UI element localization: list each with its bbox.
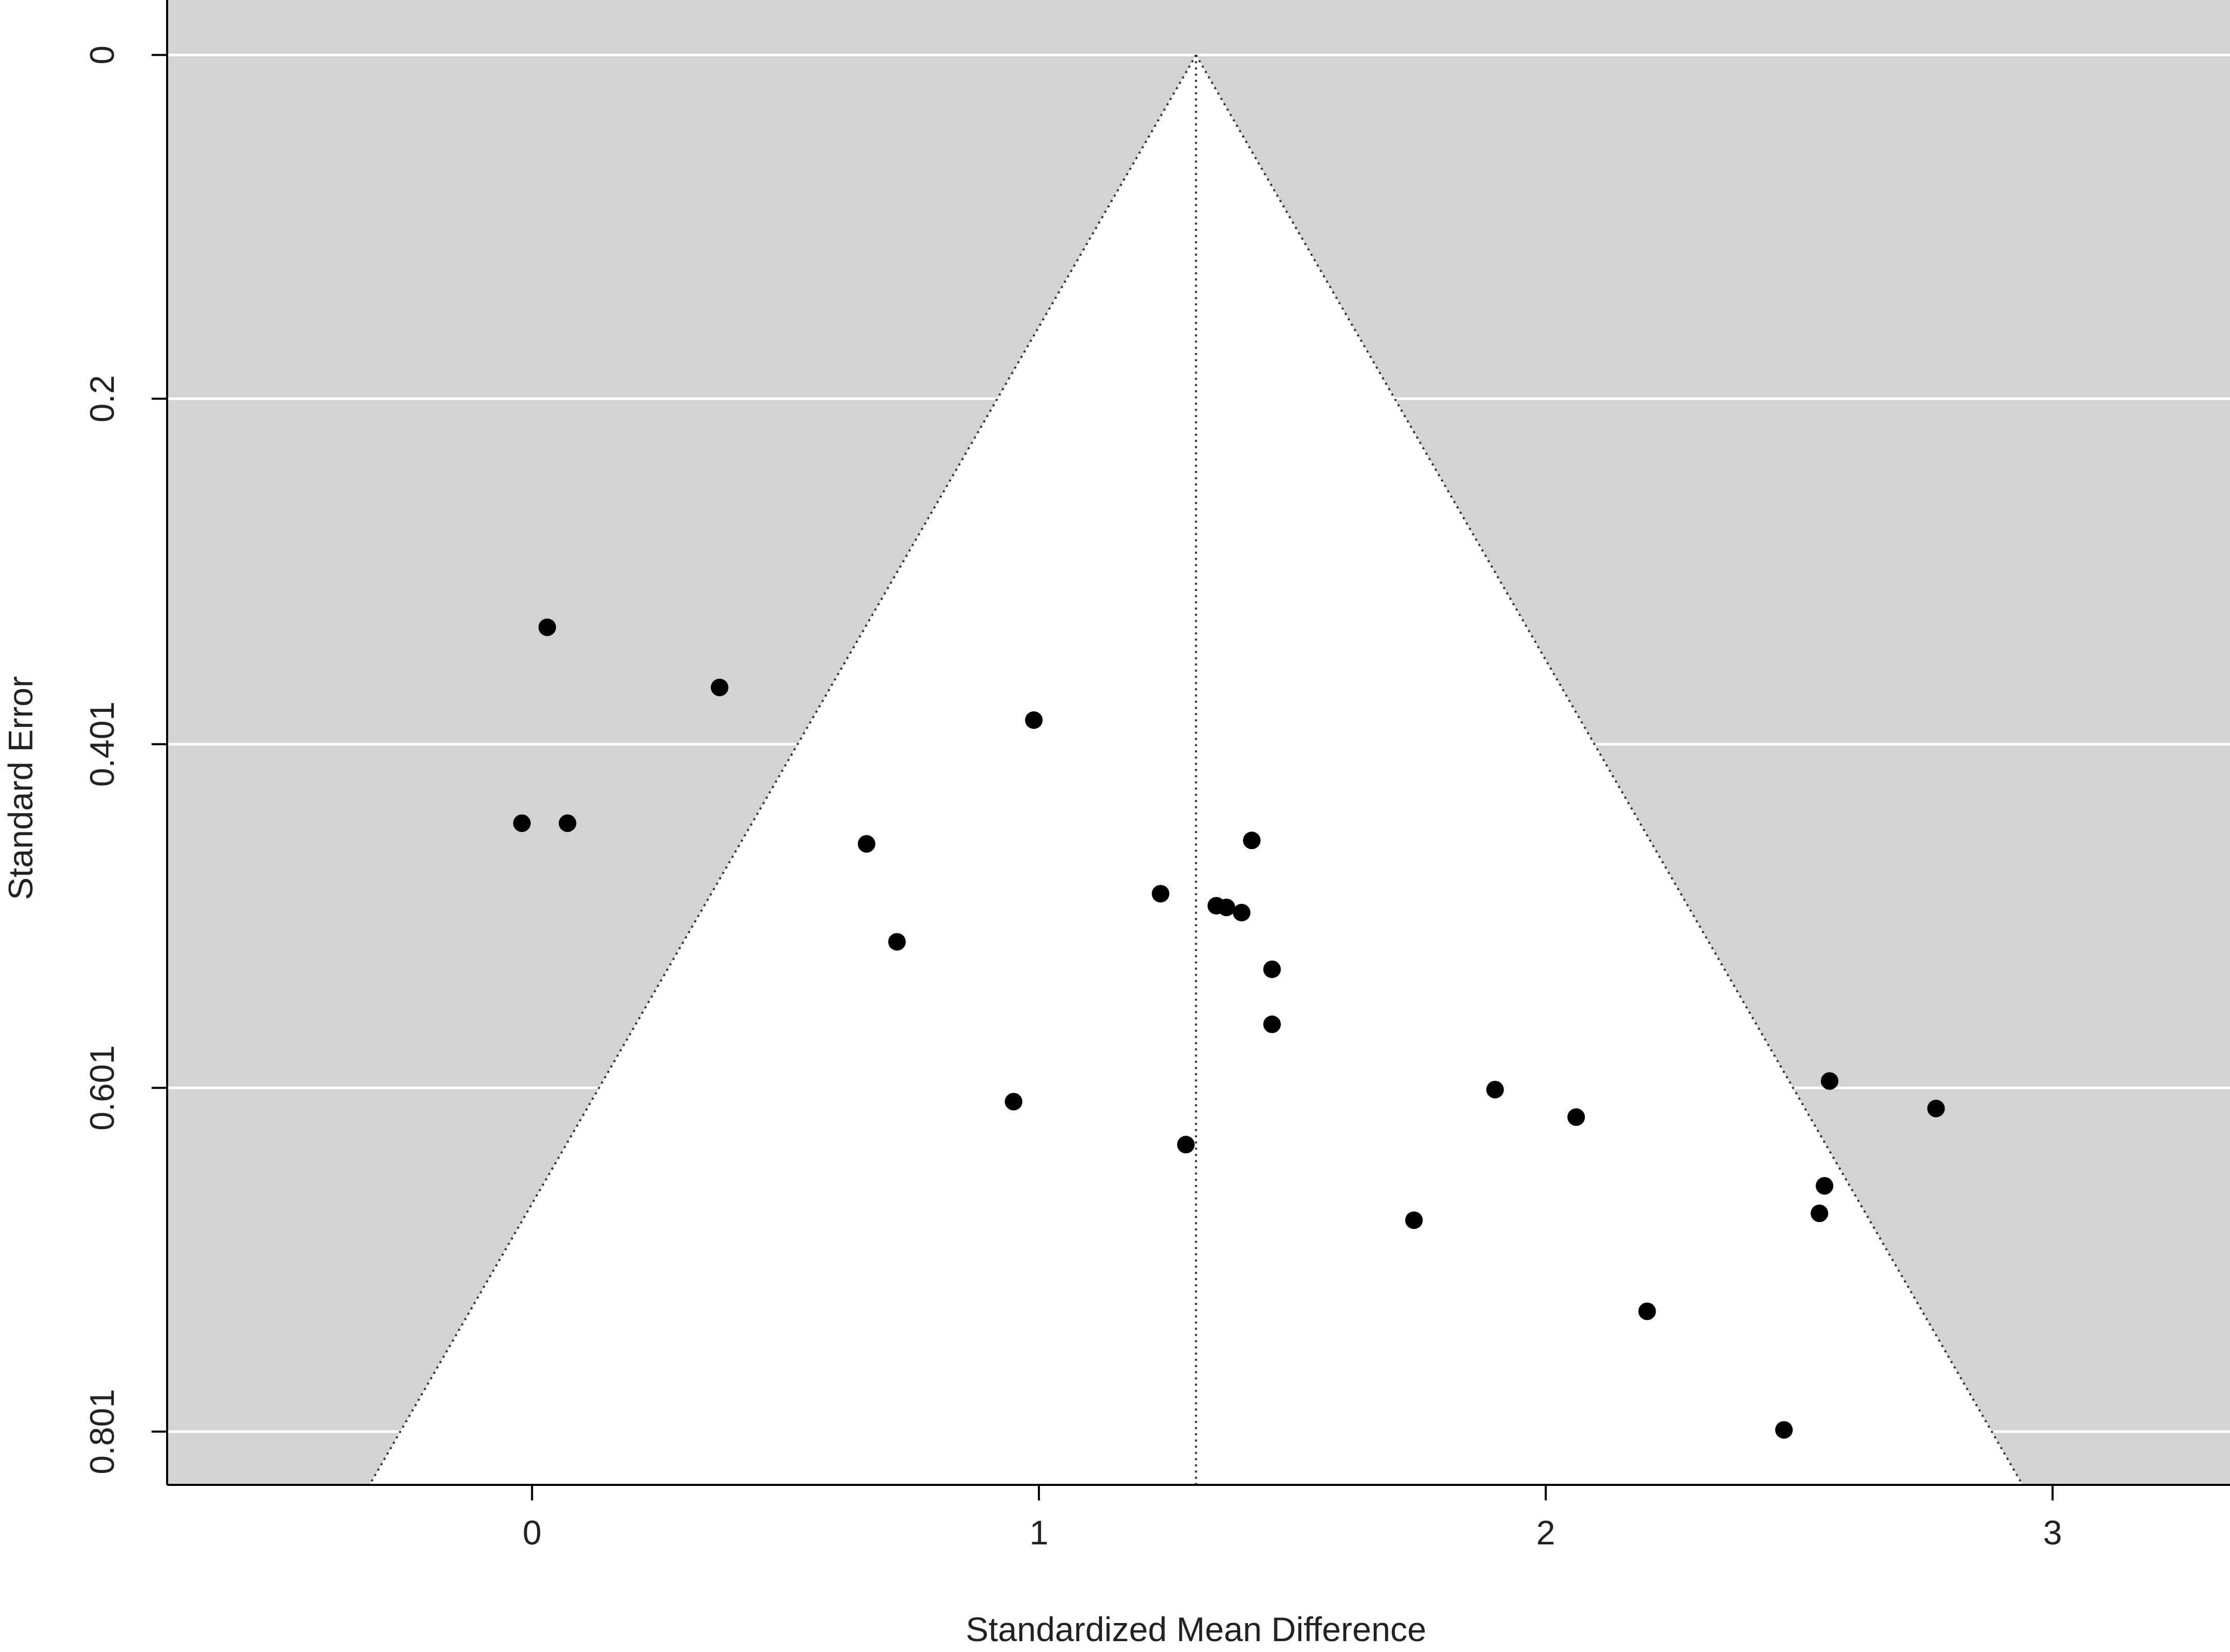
x-tick-label: 2 — [1536, 1513, 1555, 1552]
data-point — [1638, 1302, 1656, 1320]
data-point — [1567, 1108, 1585, 1126]
data-point — [1243, 831, 1261, 850]
data-point — [1810, 1204, 1828, 1223]
y-tick-label: 0.401 — [83, 702, 121, 787]
plot-area — [167, 0, 2230, 1485]
data-points — [513, 618, 1945, 1439]
data-point — [1821, 1072, 1839, 1090]
y-axis-ticks: 0 0.2 0.401 0.601 0.801 — [83, 46, 167, 1475]
data-point — [1405, 1211, 1423, 1229]
data-point — [1025, 711, 1043, 729]
data-point — [513, 814, 531, 832]
data-point — [1816, 1177, 1834, 1195]
x-tick-label: 1 — [1030, 1513, 1049, 1552]
data-point — [1263, 960, 1281, 978]
y-tick-label: 0.801 — [83, 1389, 121, 1474]
data-point — [1152, 885, 1170, 903]
data-point — [1263, 1015, 1281, 1033]
data-point — [1177, 1136, 1195, 1154]
data-point — [1004, 1093, 1022, 1111]
data-point — [1217, 898, 1236, 916]
data-point — [888, 933, 906, 951]
x-axis-label: Standardized Mean Difference — [965, 1610, 1426, 1648]
data-point — [1775, 1421, 1793, 1439]
axes: 0 1 2 3 0 0.2 0.401 0.601 0.801 — [83, 0, 2230, 1552]
data-point — [1927, 1099, 1945, 1118]
funnel-left-edge — [368, 54, 1197, 1485]
x-axis-ticks: 0 1 2 3 — [523, 1485, 2062, 1552]
y-axis-label: Standard Error — [1, 676, 39, 900]
data-point — [857, 835, 875, 853]
x-tick-label: 0 — [523, 1513, 542, 1552]
x-tick-label: 3 — [2043, 1513, 2062, 1552]
y-tick-label: 0.601 — [83, 1045, 121, 1130]
data-point — [1486, 1080, 1504, 1098]
data-point — [710, 678, 729, 696]
data-point — [538, 618, 556, 636]
data-point — [1232, 903, 1251, 921]
funnel-right-edge — [1195, 54, 2024, 1485]
y-tick-label: 0.2 — [83, 375, 121, 423]
y-tick-label: 0 — [83, 46, 121, 65]
data-point — [558, 814, 576, 832]
